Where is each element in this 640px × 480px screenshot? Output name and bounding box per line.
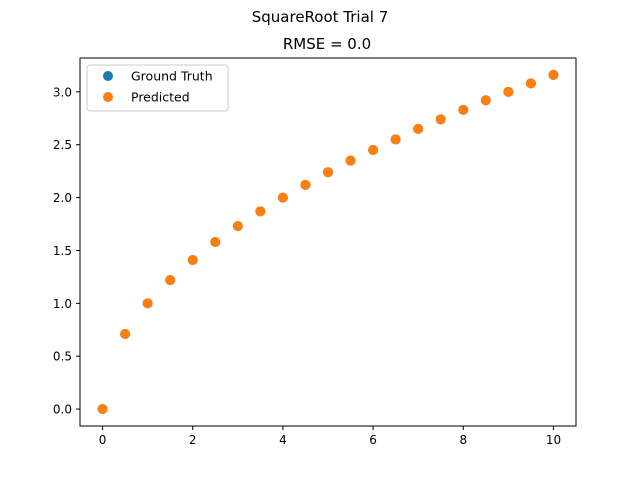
- data-point-predicted: [413, 123, 424, 134]
- data-point-predicted: [255, 206, 266, 217]
- legend-marker-ground-truth: [103, 71, 113, 81]
- data-point-predicted: [390, 134, 401, 145]
- data-point-predicted: [165, 275, 176, 286]
- data-point-predicted: [548, 69, 559, 80]
- data-point-predicted: [97, 404, 108, 415]
- data-point-predicted: [120, 329, 131, 339]
- data-point-predicted: [458, 104, 469, 115]
- legend-marker-predicted: [103, 92, 113, 102]
- x-axis-ticks: 0 2 4 6 8 10: [99, 426, 561, 447]
- data-point-predicted: [480, 95, 491, 106]
- legend-label-ground-truth: Ground Truth: [131, 69, 213, 84]
- x-tick-label: 8: [459, 433, 467, 447]
- x-tick-label: 4: [279, 433, 287, 447]
- data-point-predicted: [345, 155, 356, 166]
- y-tick-label: 2.5: [53, 138, 72, 152]
- plot-area: [80, 58, 576, 426]
- y-tick-label: 1.5: [53, 244, 72, 258]
- y-tick-label: 2.0: [53, 191, 72, 205]
- data-point-predicted: [142, 298, 153, 309]
- data-point-predicted: [503, 86, 514, 97]
- data-point-predicted: [323, 167, 333, 178]
- y-tick-label: 0.0: [53, 403, 72, 417]
- data-point-predicted: [232, 221, 243, 232]
- data-point-predicted: [368, 145, 379, 155]
- legend-label-predicted: Predicted: [131, 90, 190, 105]
- legend: Ground Truth Predicted: [86, 64, 229, 112]
- series-layer: [97, 69, 559, 415]
- data-point-predicted: [435, 114, 446, 125]
- figure-suptitle: SquareRoot Trial 7: [252, 8, 389, 26]
- data-point-predicted: [525, 78, 536, 89]
- data-point-predicted: [187, 254, 198, 265]
- y-tick-label: 3.0: [53, 85, 72, 99]
- data-point-predicted: [277, 192, 288, 203]
- plot-frame: [79, 57, 577, 427]
- series-predicted: [97, 69, 559, 415]
- data-point-predicted: [300, 179, 311, 190]
- y-tick-label: 0.5: [53, 350, 72, 364]
- x-tick-label: 10: [546, 433, 561, 447]
- x-tick-label: 6: [369, 433, 377, 447]
- chart-title: RMSE = 0.0: [283, 35, 371, 53]
- y-axis-ticks: 0.0 0.5 1.0 1.5 2.0 2.5 3.0: [53, 85, 80, 417]
- legend-box: [86, 64, 229, 112]
- data-point-predicted: [210, 237, 221, 247]
- y-tick-label: 1.0: [53, 297, 72, 311]
- x-tick-label: 0: [99, 433, 107, 447]
- x-tick-label: 2: [189, 433, 197, 447]
